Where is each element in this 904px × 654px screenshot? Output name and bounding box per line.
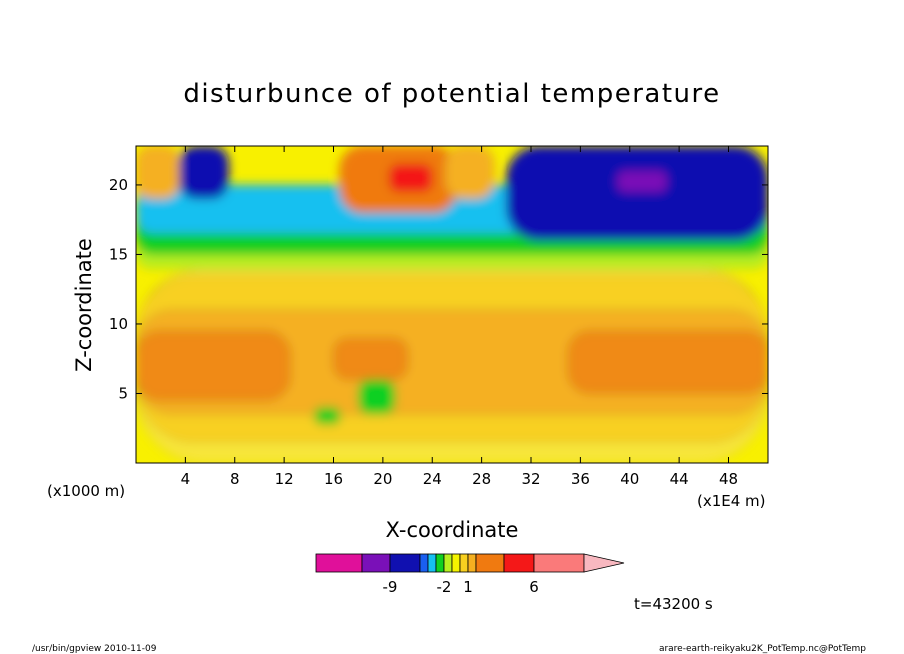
field-region-5 — [333, 337, 408, 380]
x-tick-label-3: 16 — [324, 470, 343, 488]
y-tick-label-1: 10 — [109, 315, 128, 333]
colorbar-segment-4 — [427, 553, 437, 573]
field-region-14 — [136, 146, 180, 200]
footer-left: /usr/bin/gpview 2010-11-09 — [32, 644, 157, 654]
colorbar-segment-11 — [503, 553, 535, 573]
field-region-3 — [136, 330, 291, 401]
y-tick-label-0: 5 — [118, 384, 128, 402]
x-tick-label-10: 44 — [670, 470, 689, 488]
x-axis-label: X-coordinate — [386, 518, 519, 542]
x-tick-label-2: 12 — [275, 470, 294, 488]
colorbar-segment-12 — [533, 553, 585, 573]
footer-right: arare-earth-reikyaku2K_PotTemp.nc@PotTem… — [659, 644, 866, 654]
x-tick-label-4: 20 — [373, 470, 392, 488]
colorbar-segment-0 — [315, 553, 363, 573]
colorbar-segment-6 — [443, 553, 453, 573]
y-tick-label-2: 15 — [109, 245, 128, 263]
x-scale-label: (x1E4 m) — [697, 492, 766, 510]
colorbar-segment-10 — [475, 553, 505, 573]
colorbar-labels: -9 -2 1 6 — [383, 578, 539, 596]
field-region-9 — [178, 146, 229, 200]
chart-title: disturbunce of potential temperature — [183, 79, 720, 109]
colorbar-label-1: -2 — [437, 578, 452, 596]
x-tick-label-11: 48 — [719, 470, 738, 488]
x-axis-ticks: 4 8 12 16 20 24 28 32 36 40 44 48 — [181, 146, 738, 488]
colorbar-segment-3 — [419, 553, 429, 573]
x-tick-label-8: 36 — [571, 470, 590, 488]
colorbar-segment-8 — [459, 553, 469, 573]
colorbar-label-0: -9 — [383, 578, 398, 596]
x-tick-label-0: 4 — [181, 470, 191, 488]
colorbar-segment-5 — [435, 553, 445, 573]
plot-area — [135, 145, 769, 464]
x-tick-label-7: 32 — [521, 470, 540, 488]
x-tick-label-5: 24 — [423, 470, 442, 488]
x-tick-label-6: 28 — [472, 470, 491, 488]
field-region-16 — [357, 379, 396, 415]
field-region-17 — [314, 407, 340, 425]
y-tick-label-3: 20 — [109, 176, 128, 194]
field-region-10 — [506, 146, 768, 241]
colorbar — [315, 553, 625, 573]
field-region-15 — [444, 146, 495, 200]
y-axis-label: Z-coordinate — [72, 238, 96, 372]
x-tick-label-1: 8 — [230, 470, 240, 488]
colorbar-label-3: 6 — [529, 578, 539, 596]
colorbar-segment-2 — [389, 553, 421, 573]
x-unit-label: (x1000 m) — [47, 482, 125, 500]
time-label: t=43200 s — [634, 595, 713, 613]
colorbar-segment-9 — [467, 553, 477, 573]
colorbar-label-2: 1 — [463, 578, 473, 596]
x-tick-label-9: 40 — [620, 470, 639, 488]
colorbar-segment-1 — [361, 553, 391, 573]
field-region-11 — [617, 170, 668, 193]
field-region-13 — [388, 163, 433, 193]
colorbar-extension — [583, 553, 625, 573]
colorbar-segment-7 — [451, 553, 461, 573]
field-region-4 — [567, 330, 768, 394]
y-axis-ticks: 5 10 15 20 — [109, 176, 768, 402]
